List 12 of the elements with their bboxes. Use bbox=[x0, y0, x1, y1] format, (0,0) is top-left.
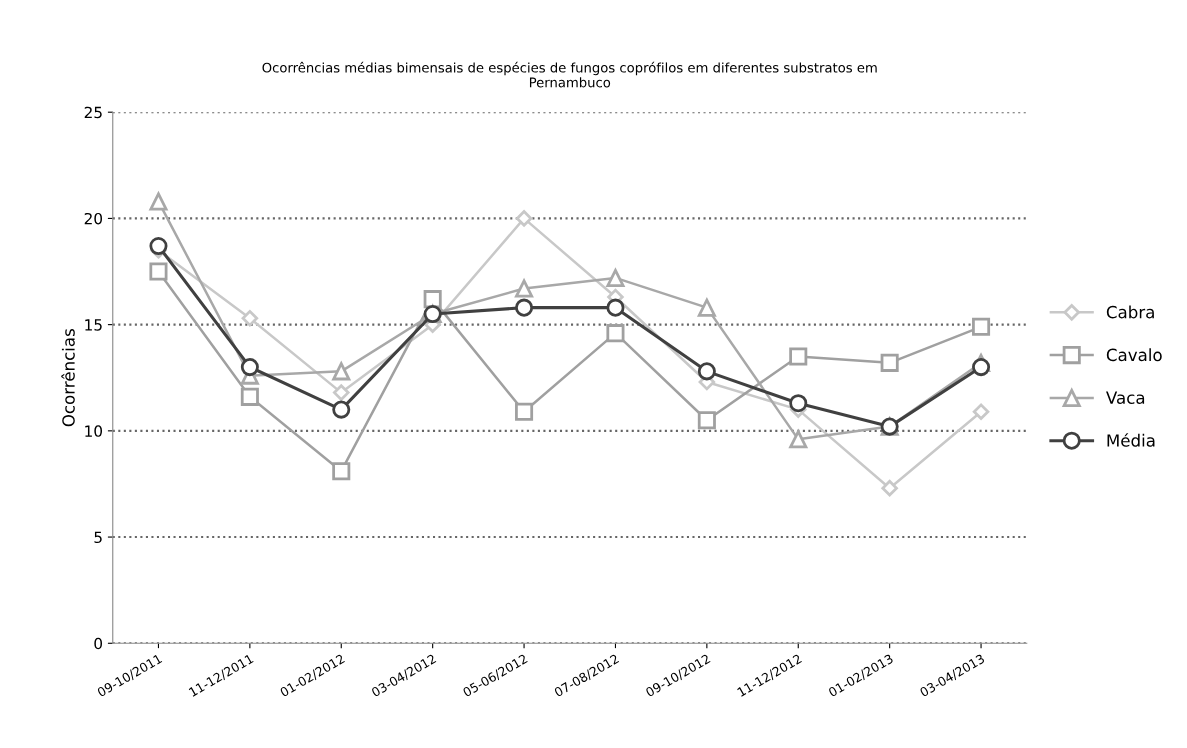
y-tick-label: 20 bbox=[84, 212, 103, 225]
y-tick-label: 10 bbox=[85, 425, 103, 437]
legend-label: Cavalo bbox=[1106, 348, 1162, 362]
legend-label: Média bbox=[1107, 433, 1155, 447]
y-tick-label: 5 bbox=[94, 531, 102, 544]
y-tick-label: 25 bbox=[84, 106, 102, 119]
chart-title: Ocorrências médias bimensais de espécies de fungos coprófilos em diferentes substratos em Pernambuco bbox=[262, 61, 877, 88]
legend-label: Cabra bbox=[1106, 305, 1154, 319]
y-axis-title: Ocorrências bbox=[61, 329, 75, 427]
y-tick-label: 15 bbox=[85, 319, 102, 331]
y-tick-label: 0 bbox=[94, 637, 103, 650]
legend-label: Vaca bbox=[1106, 391, 1145, 404]
